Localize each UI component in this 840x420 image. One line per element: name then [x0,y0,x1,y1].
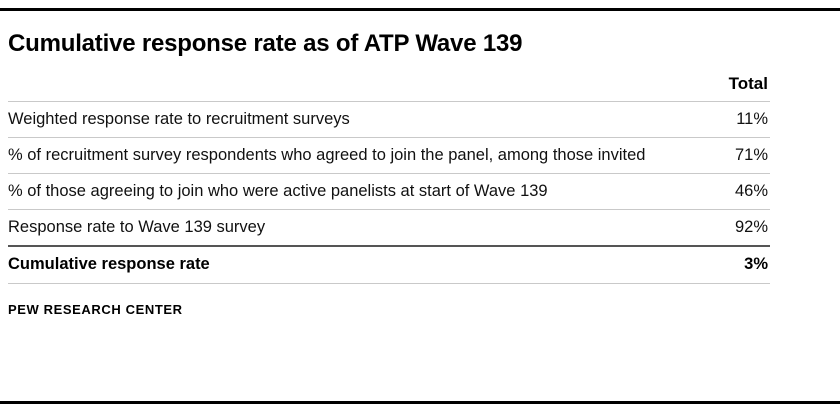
table-header-row: Total [8,74,770,101]
table-row: % of recruitment survey respondents who … [8,137,770,173]
source-attribution: PEW RESEARCH CENTER [8,301,183,317]
row-value: 92% [734,218,768,237]
table-body: Weighted response rate to recruitment su… [8,101,770,284]
bottom-rule [0,401,840,404]
row-label: Cumulative response rate [8,255,210,274]
row-value: 3% [744,255,768,274]
row-value: 46% [734,182,768,201]
page-title: Cumulative response rate as of ATP Wave … [8,30,523,57]
row-label: % of recruitment survey respondents who … [8,146,646,165]
table-row: % of those agreeing to join who were act… [8,173,770,209]
table-row: Cumulative response rate 3% [8,245,770,284]
top-rule [0,8,840,11]
table-row: Response rate to Wave 139 survey 92% [8,209,770,245]
row-label: Response rate to Wave 139 survey [8,218,266,237]
table-row: Weighted response rate to recruitment su… [8,101,770,137]
row-label: % of those agreeing to join who were act… [8,182,548,201]
column-header-total: Total [728,74,768,93]
row-value: 11% [736,110,768,128]
row-value: 71% [734,146,768,165]
response-rate-table: Total Weighted response rate to recruitm… [8,74,770,284]
content-area: Cumulative response rate as of ATP Wave … [0,11,840,317]
row-label: Weighted response rate to recruitment su… [8,110,350,128]
